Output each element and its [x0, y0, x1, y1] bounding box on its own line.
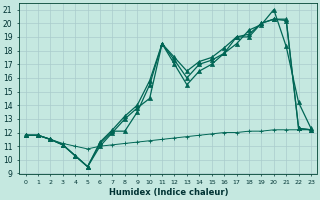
X-axis label: Humidex (Indice chaleur): Humidex (Indice chaleur): [108, 188, 228, 197]
